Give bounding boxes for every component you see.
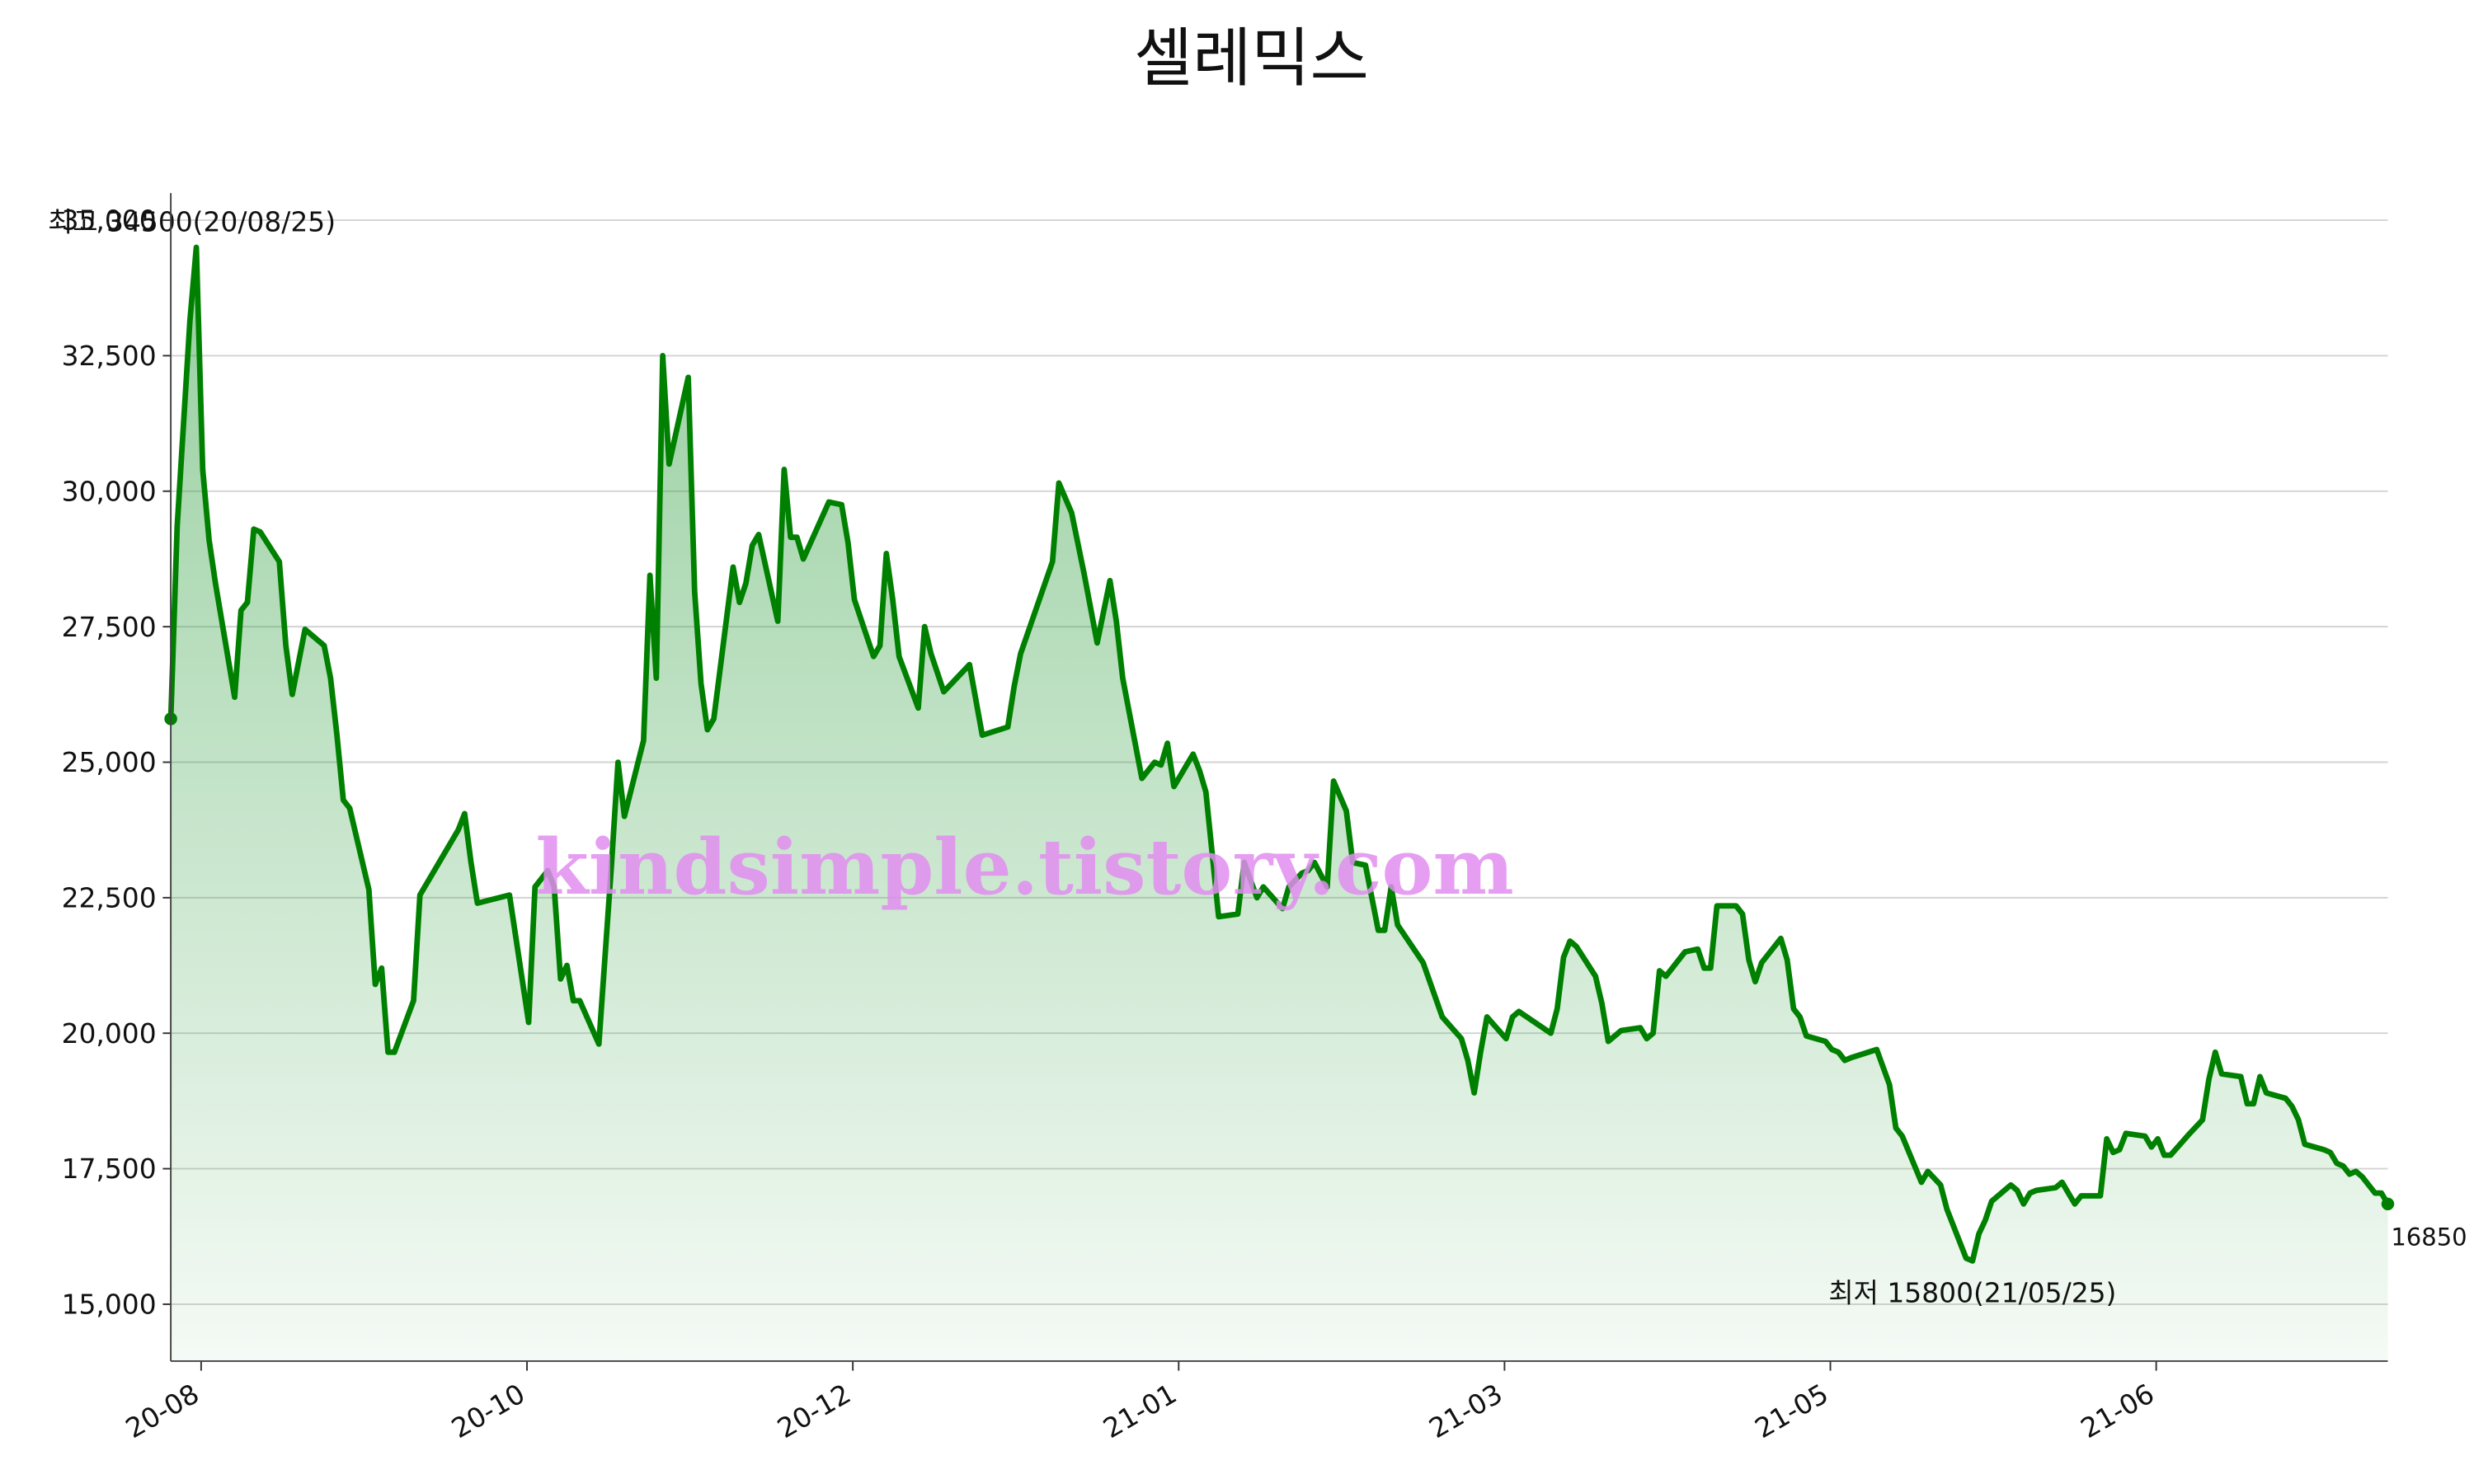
price-line (167, 244, 2391, 1264)
y-tick-label: 25,000 (62, 746, 157, 778)
x-tick-label: 21-03 (1423, 1378, 1507, 1445)
chart-title: 셀레믹스 (1134, 21, 1369, 96)
last-value-label: 16850 (2391, 1223, 2467, 1252)
min-annotation: 최저 15800(21/05/25) (1828, 1277, 2116, 1309)
y-tick-label: 15,000 (62, 1289, 157, 1321)
y-tick-label: 22,500 (62, 881, 157, 913)
y-tick-label: 30,000 (62, 475, 157, 507)
x-tick-label: 20-10 (446, 1378, 530, 1445)
x-tick-label: 20-08 (120, 1378, 205, 1445)
y-tick-label: 17,500 (62, 1153, 157, 1185)
end-dot (2381, 1197, 2395, 1211)
max-annotation: 최고 34500(20/08/25) (48, 206, 336, 238)
x-tick-label: 21-05 (1749, 1378, 1833, 1445)
y-tick-label: 35,000 (62, 204, 157, 237)
y-tick-label: 32,500 (62, 340, 157, 372)
y-tick-label: 27,500 (62, 611, 157, 643)
x-tick-label: 20-12 (772, 1378, 856, 1445)
area (171, 247, 2388, 1361)
x-tick-label: 21-01 (1098, 1378, 1182, 1445)
watermark: kindsimple.tistory.com (535, 822, 1513, 912)
x-tick-label: 21-06 (2075, 1378, 2159, 1445)
y-tick-label: 20,000 (62, 1017, 157, 1050)
